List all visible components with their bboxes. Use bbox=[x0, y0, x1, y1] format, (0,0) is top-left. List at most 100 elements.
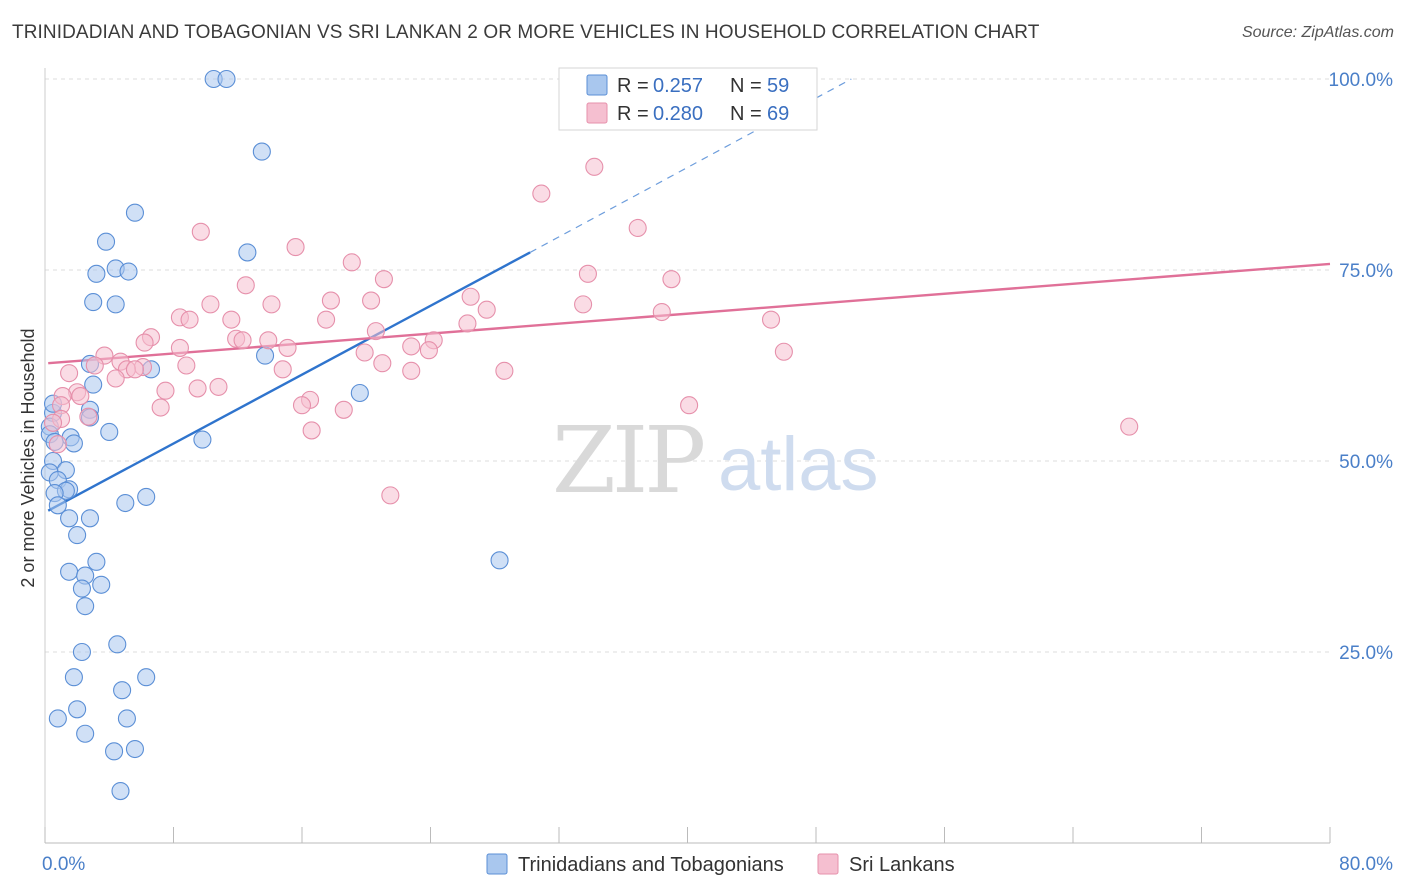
point-sri-lankan-48 bbox=[774, 342, 793, 361]
point-sri-lankan-49 bbox=[106, 369, 125, 388]
point-sri-lankan-15 bbox=[574, 295, 593, 314]
point-sri-lankan-23 bbox=[761, 310, 781, 329]
point-sri-lankan-31 bbox=[402, 337, 421, 356]
watermark-atlas: atlas bbox=[718, 422, 879, 507]
point-trinidadian-14 bbox=[350, 383, 369, 403]
legend-swatch-sri-lankans bbox=[817, 853, 839, 875]
point-sri-lankan-17 bbox=[652, 302, 671, 322]
point-sri-lankan-55 bbox=[156, 381, 175, 400]
point-trinidadian-24 bbox=[193, 430, 212, 449]
point-trinidadian-5 bbox=[238, 243, 257, 262]
point-sri-lankan-66 bbox=[680, 396, 699, 415]
point-sri-lankan-60 bbox=[334, 400, 353, 419]
stats-r-value-1: 0.280 bbox=[653, 103, 703, 125]
stats-r-label-1: R = bbox=[617, 103, 649, 125]
point-sri-lankan-14 bbox=[262, 295, 281, 314]
axes bbox=[44, 68, 1331, 844]
point-sri-lankan-13 bbox=[201, 295, 220, 314]
point-trinidadian-36 bbox=[80, 509, 100, 528]
point-trinidadian-13 bbox=[256, 346, 275, 365]
point-sri-lankan-9 bbox=[236, 276, 255, 295]
gridlines bbox=[45, 78, 1330, 653]
point-sri-lankan-29 bbox=[259, 331, 278, 350]
point-sri-lankan-12 bbox=[362, 291, 381, 310]
point-trinidadian-49 bbox=[113, 681, 132, 700]
point-sri-lankan-20 bbox=[222, 310, 241, 329]
point-trinidadian-58 bbox=[84, 375, 103, 394]
point-trinidadian-52 bbox=[117, 709, 136, 728]
point-sri-lankan-10 bbox=[461, 287, 480, 306]
y-tick-label-2: 75.0% bbox=[1339, 261, 1393, 282]
point-trinidadian-2 bbox=[252, 142, 271, 161]
point-sri-lankan-34 bbox=[355, 343, 374, 362]
stats-n-label-1: N = bbox=[730, 103, 762, 125]
point-sri-lankan-22 bbox=[458, 314, 477, 333]
point-trinidadian-33 bbox=[116, 493, 135, 513]
point-sri-lankan-68 bbox=[48, 435, 67, 454]
point-trinidadian-54 bbox=[105, 742, 124, 761]
point-trinidadian-55 bbox=[125, 739, 144, 759]
point-sri-lankan-38 bbox=[85, 356, 104, 375]
point-trinidadian-38 bbox=[87, 552, 106, 571]
point-sri-lankan-53 bbox=[71, 387, 90, 406]
point-sri-lankan-7 bbox=[662, 270, 681, 289]
y-tick-label-1: 50.0% bbox=[1339, 452, 1393, 473]
point-sri-lankan-16 bbox=[477, 300, 496, 319]
point-trinidadian-34 bbox=[137, 487, 156, 506]
point-sri-lankan-50 bbox=[60, 364, 79, 383]
point-trinidadian-6 bbox=[87, 264, 106, 283]
point-trinidadian-46 bbox=[72, 642, 91, 662]
point-trinidadian-1 bbox=[217, 69, 236, 89]
point-sri-lankan-2 bbox=[191, 222, 210, 241]
stats-legend-swatch-pink bbox=[586, 102, 608, 124]
y-tick-label-3: 100.0% bbox=[1329, 70, 1394, 91]
x-tick-label-0: 0.0% bbox=[42, 854, 85, 875]
chart-title: TRINIDADIAN AND TOBAGONIAN VS SRI LANKAN… bbox=[12, 22, 1040, 43]
point-trinidadian-23 bbox=[100, 422, 119, 442]
point-sri-lankan-4 bbox=[286, 238, 305, 257]
point-sri-lankan-26 bbox=[135, 333, 154, 352]
y-tick-label-0: 25.0% bbox=[1339, 643, 1393, 664]
point-sri-lankan-56 bbox=[188, 379, 207, 398]
stats-r-label-0: R = bbox=[617, 75, 649, 97]
point-trinidadian-43 bbox=[76, 597, 95, 616]
point-trinidadian-32 bbox=[48, 496, 67, 515]
point-sri-lankan-35 bbox=[419, 341, 438, 360]
point-sri-lankan-42 bbox=[373, 354, 392, 373]
scatter-points bbox=[40, 69, 1139, 801]
legend-label-sri-lankans: Sri Lankans bbox=[849, 854, 955, 876]
point-sri-lankan-64 bbox=[302, 421, 321, 440]
watermark-zip: ZIP bbox=[552, 407, 703, 514]
point-sri-lankan-33 bbox=[170, 338, 189, 357]
point-sri-lankan-39 bbox=[177, 356, 196, 375]
trend-line-trinidadian bbox=[47, 251, 531, 512]
point-sri-lankan-1 bbox=[532, 184, 551, 203]
point-trinidadian-44 bbox=[490, 551, 509, 570]
point-trinidadian-56 bbox=[111, 781, 130, 801]
x-tick-label-1: 80.0% bbox=[1339, 854, 1393, 875]
point-sri-lankan-65 bbox=[1120, 417, 1139, 436]
legend-swatch-trinidadians bbox=[486, 853, 508, 875]
point-sri-lankan-47 bbox=[125, 360, 144, 379]
point-sri-lankan-59 bbox=[151, 398, 170, 417]
point-sri-lankan-3 bbox=[628, 218, 647, 238]
stats-legend-swatch-blue bbox=[586, 74, 608, 96]
point-sri-lankan-40 bbox=[209, 377, 228, 396]
point-trinidadian-50 bbox=[48, 709, 67, 728]
stats-r-value-0: 0.257 bbox=[653, 75, 703, 97]
point-sri-lankan-0 bbox=[585, 157, 604, 176]
point-sri-lankan-28 bbox=[233, 331, 252, 350]
point-sri-lankan-58 bbox=[292, 396, 312, 415]
point-sri-lankan-19 bbox=[180, 310, 199, 329]
point-trinidadian-53 bbox=[76, 724, 95, 743]
tick-labels: 25.0% 50.0% 75.0% 100.0% 0.0% 80.0% bbox=[42, 70, 1393, 875]
series-legend: Trinidadians and Tobagonians Sri Lankans bbox=[486, 853, 955, 876]
stats-n-value-0: 59 bbox=[767, 75, 789, 97]
point-trinidadian-45 bbox=[108, 635, 127, 654]
point-trinidadian-39 bbox=[60, 562, 79, 581]
point-trinidadian-48 bbox=[137, 668, 156, 687]
point-trinidadian-8 bbox=[119, 262, 138, 281]
point-trinidadian-35 bbox=[60, 509, 79, 528]
point-sri-lankan-67 bbox=[381, 486, 400, 505]
point-sri-lankan-6 bbox=[578, 264, 597, 283]
